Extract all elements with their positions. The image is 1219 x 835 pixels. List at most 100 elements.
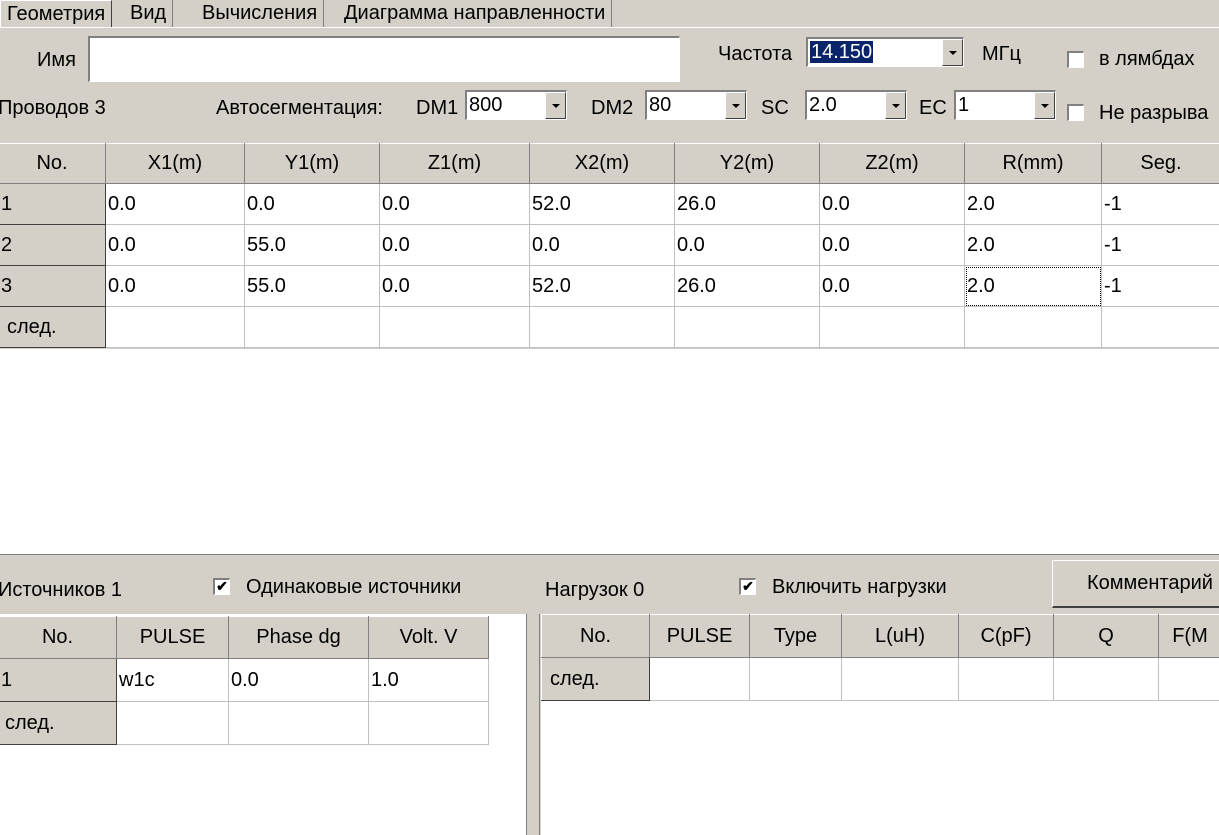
table-cell[interactable]: 0.0 [674, 224, 820, 266]
ec-value: 1 [958, 94, 970, 116]
column-header[interactable]: No. [541, 614, 650, 658]
tab-calculations[interactable]: Вычисления [196, 0, 325, 28]
lambda-checkbox[interactable] [1067, 51, 1084, 68]
table-cell[interactable]: 0.0 [819, 265, 965, 307]
table-cell[interactable]: 0.0 [105, 265, 245, 307]
row-header[interactable]: 2 [0, 224, 106, 266]
column-header[interactable]: R(mm) [964, 143, 1102, 184]
panel-splitter[interactable] [526, 614, 540, 835]
frequency-unit: МГц [982, 43, 1021, 65]
chevron-down-icon[interactable] [725, 92, 746, 119]
name-field[interactable] [88, 36, 680, 82]
table-cell[interactable]: 0.0 [819, 224, 965, 266]
next-row-header[interactable]: след. [0, 701, 117, 745]
table-cell[interactable]: -1 [1101, 224, 1219, 266]
table-cell[interactable]: 1.0 [368, 658, 489, 702]
dm2-value: 80 [649, 94, 672, 116]
dm2-select[interactable]: 80 [645, 90, 747, 120]
same-sources-checkbox[interactable]: ✔ [213, 578, 230, 595]
row-header[interactable]: 1 [0, 183, 106, 225]
table-row: след. [541, 657, 1219, 701]
table-cell[interactable] [1053, 657, 1159, 701]
chevron-down-icon[interactable] [942, 39, 963, 66]
ec-select[interactable]: 1 [954, 90, 1056, 120]
table-cell[interactable] [368, 701, 489, 745]
table-cell[interactable]: 52.0 [529, 183, 675, 225]
column-header[interactable]: X2(m) [529, 143, 675, 184]
column-header[interactable]: F(M [1158, 614, 1219, 658]
column-header[interactable]: Type [749, 614, 842, 658]
comment-button[interactable]: Комментарий [1052, 560, 1219, 608]
table-cell[interactable] [529, 306, 675, 348]
frequency-select[interactable]: 14.150 [806, 37, 964, 67]
table-cell[interactable]: 0.0 [379, 265, 530, 307]
table-cell[interactable]: 0.0 [105, 183, 245, 225]
table-cell[interactable]: 0.0 [244, 183, 380, 225]
tab-pattern[interactable]: Диаграмма направленности [338, 0, 613, 28]
table-cell[interactable]: 55.0 [244, 265, 380, 307]
autoseg-label: Автосегментация: [216, 97, 383, 119]
table-cell[interactable]: w1c [116, 658, 229, 702]
table-cell[interactable]: 52.0 [529, 265, 675, 307]
column-header[interactable]: Y1(m) [244, 143, 380, 184]
next-row-header[interactable]: след. [0, 306, 106, 348]
column-header[interactable]: PULSE [116, 616, 229, 659]
column-header[interactable]: Z1(m) [379, 143, 530, 184]
table-cell[interactable] [379, 306, 530, 348]
column-header[interactable]: L(uH) [841, 614, 959, 658]
column-header[interactable]: Seg. [1101, 143, 1219, 184]
column-header[interactable]: No. [0, 143, 106, 184]
row-header[interactable]: 1 [0, 658, 117, 702]
row-header[interactable]: 3 [0, 265, 106, 307]
column-header[interactable]: No. [0, 616, 117, 659]
table-cell-focused[interactable]: 2.0 [964, 265, 1102, 307]
column-header[interactable]: Q [1053, 614, 1159, 658]
table-cell[interactable]: 0.0 [819, 183, 965, 225]
table-cell[interactable]: 2.0 [964, 224, 1102, 266]
column-header[interactable]: C(pF) [958, 614, 1054, 658]
table-cell[interactable]: 26.0 [674, 183, 820, 225]
table-cell[interactable]: 0.0 [105, 224, 245, 266]
table-cell[interactable]: 0.0 [379, 183, 530, 225]
ec-label: EC [919, 97, 947, 119]
loads-table-header: No. PULSE Type L(uH) C(pF) Q F(M [541, 614, 1219, 658]
table-cell[interactable] [749, 657, 842, 701]
table-cell[interactable] [958, 657, 1054, 701]
chevron-down-icon[interactable] [545, 92, 566, 119]
table-cell[interactable]: -1 [1101, 183, 1219, 225]
table-cell[interactable] [105, 306, 245, 348]
table-cell[interactable] [228, 701, 369, 745]
table-cell[interactable]: -1 [1101, 265, 1219, 307]
no-break-checkbox[interactable] [1067, 104, 1084, 121]
table-cell[interactable] [1101, 306, 1219, 348]
table-cell[interactable] [964, 306, 1102, 348]
next-row-header[interactable]: след. [541, 657, 650, 701]
column-header[interactable]: X1(m) [105, 143, 245, 184]
table-cell[interactable]: 2.0 [964, 183, 1102, 225]
table-cell[interactable]: 0.0 [228, 658, 369, 702]
table-cell[interactable] [819, 306, 965, 348]
column-header[interactable]: Phase dg [228, 616, 369, 659]
tab-view[interactable]: Вид [124, 0, 174, 28]
tab-geometry[interactable]: Геометрия [0, 0, 113, 28]
column-header[interactable]: Z2(m) [819, 143, 965, 184]
table-cell[interactable]: 0.0 [379, 224, 530, 266]
column-header[interactable]: Y2(m) [674, 143, 820, 184]
chevron-down-icon[interactable] [1034, 92, 1055, 119]
chevron-down-icon[interactable] [885, 92, 906, 119]
table-cell[interactable] [244, 306, 380, 348]
column-header[interactable]: PULSE [649, 614, 750, 658]
table-cell[interactable] [841, 657, 959, 701]
dm1-select[interactable]: 800 [465, 90, 567, 120]
table-cell[interactable]: 55.0 [244, 224, 380, 266]
enable-loads-checkbox[interactable]: ✔ [739, 578, 756, 595]
table-cell[interactable]: 26.0 [674, 265, 820, 307]
table-cell[interactable] [674, 306, 820, 348]
table-cell[interactable] [116, 701, 229, 745]
sc-select[interactable]: 2.0 [805, 90, 907, 120]
splitter[interactable] [0, 553, 1219, 555]
table-cell[interactable] [1158, 657, 1219, 701]
column-header[interactable]: Volt. V [368, 616, 489, 659]
table-cell[interactable]: 0.0 [529, 224, 675, 266]
table-cell[interactable] [649, 657, 750, 701]
